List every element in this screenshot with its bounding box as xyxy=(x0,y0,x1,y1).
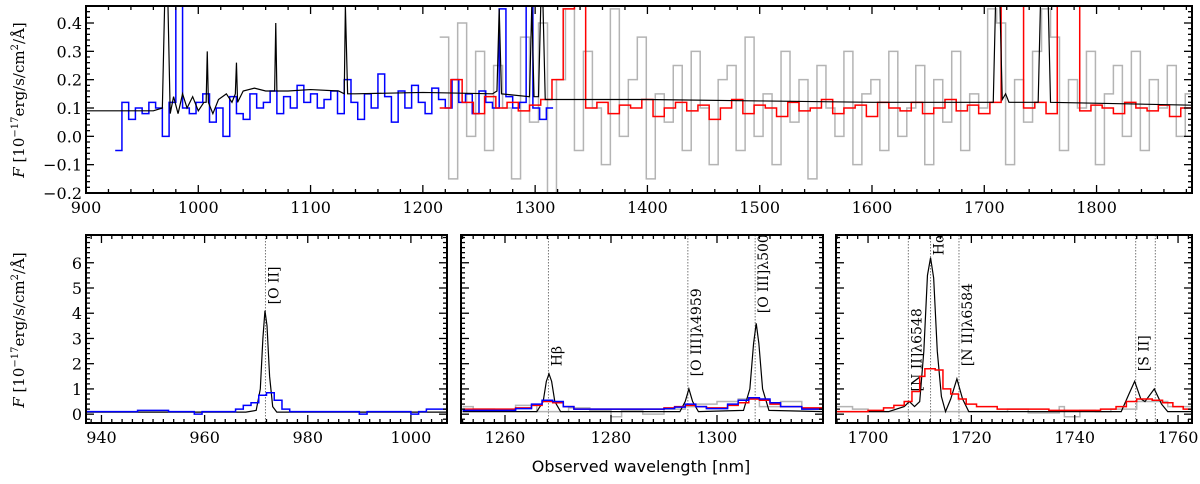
y-tick-label: 2 xyxy=(72,355,82,374)
spectrum-series-model xyxy=(86,6,1192,116)
emission-line-label: Hβ xyxy=(549,346,565,366)
emission-line-label: Hα xyxy=(932,233,948,255)
x-tick-label: 1720 xyxy=(951,428,992,447)
x-tick-label: 1300 xyxy=(697,428,738,447)
y-tick-label: −0.1 xyxy=(43,156,82,175)
ylabel-pre: [10 xyxy=(10,368,28,398)
spectrum-series-red xyxy=(439,6,1192,121)
y-tick-label: 5 xyxy=(72,279,82,298)
emission-line-label: [N II]λ6548 xyxy=(909,308,925,391)
spectrum-series-blue xyxy=(462,397,823,412)
y-tick-label: −0.2 xyxy=(43,184,82,203)
y-tick-label: 0.4 xyxy=(57,14,82,33)
bottom-ylabel: F [10−17erg/s/cm2/Å] xyxy=(10,252,28,408)
x-tick-label: 960 xyxy=(189,428,220,447)
x-tick-label: 1260 xyxy=(485,428,526,447)
ylabel-exp1: −17 xyxy=(10,346,21,367)
x-tick-label: 1700 xyxy=(848,428,889,447)
plot-area: [O II] xyxy=(86,235,447,423)
x-tick-label: 1200 xyxy=(402,198,443,217)
spectrum-series-gray xyxy=(439,8,1192,193)
ylabel-mid: erg/s/cm xyxy=(10,280,28,346)
svg-text:F [10−17erg/s/cm2/Å]: F [10−17erg/s/cm2/Å] xyxy=(10,22,28,178)
x-tick-label: 1300 xyxy=(515,198,556,217)
x-tick-label: 1760 xyxy=(1158,428,1199,447)
y-tick-label: 0.0 xyxy=(57,127,82,146)
svg-text:F [10−17erg/s/cm2/Å]: F [10−17erg/s/cm2/Å] xyxy=(10,252,28,408)
plot-area: [N II]λ6548 Hα [N II]λ6584 [S II] xyxy=(837,233,1192,423)
y-tick-label: 0.3 xyxy=(57,42,82,61)
ylabel-post: /Å] xyxy=(10,252,28,274)
x-tick-label: 940 xyxy=(86,428,117,447)
panel-bottom-middle: Hβ [O III]λ4959 [O III]λ5007 1260 1280 1300 xyxy=(460,225,824,447)
x-tick-label: 1700 xyxy=(964,198,1005,217)
x-tick-label: 1000 xyxy=(391,428,432,447)
y-tick-label: 0.1 xyxy=(57,99,82,118)
y-tick-label: 6 xyxy=(72,254,82,273)
ylabel-exp2: 2 xyxy=(10,44,21,50)
ylabel-post: /Å] xyxy=(10,22,28,44)
ylabel-exp1: −17 xyxy=(10,116,21,137)
emission-line-label: [O III]λ5007 xyxy=(756,225,772,313)
spectrum-series-blue xyxy=(86,391,447,415)
x-tick-label: 1400 xyxy=(627,198,668,217)
panel-top: 900 1000 1100 1200 1300 1400 1500 1600 1700 1800 −… xyxy=(43,5,1193,217)
panel-bottom-right: [N II]λ6548 Hα [N II]λ6584 [S II] 1700 1720 17… xyxy=(835,233,1199,447)
emission-line-label: [S II] xyxy=(1137,335,1153,371)
x-tick-label: 1280 xyxy=(591,428,632,447)
emission-line-label: [O III]λ4959 xyxy=(689,288,705,376)
spectrum-series-red xyxy=(462,398,823,410)
top-ylabel: F [10−17erg/s/cm2/Å] xyxy=(10,22,28,178)
ylabel-mid: erg/s/cm xyxy=(10,50,28,116)
spectrum-series-model xyxy=(86,310,447,413)
x-tick-label: 900 xyxy=(71,198,102,217)
y-tick-label: 1 xyxy=(72,380,82,399)
spectrum-series-model xyxy=(462,323,823,413)
ylabel-f: F xyxy=(10,167,28,179)
x-tick-label: 1500 xyxy=(739,198,780,217)
y-tick-label: 3 xyxy=(72,329,82,348)
spectrum-series-red xyxy=(837,367,1192,413)
spectrum-series-blue xyxy=(115,6,554,152)
x-tick-label: 1100 xyxy=(290,198,331,217)
emission-line-label: [O II] xyxy=(266,266,282,304)
panel-bottom-left: [O II] 940 960 980 1000 0 1 2 3 4 5 6 xyxy=(72,234,448,447)
ylabel-exp2: 2 xyxy=(10,274,21,280)
plot-area: Hβ [O III]λ4959 [O III]λ5007 xyxy=(462,225,823,423)
y-tick-label: 0.2 xyxy=(57,71,82,90)
spectrum-series-model xyxy=(837,257,1192,414)
x-axis-label: Observed wavelength [nm] xyxy=(532,457,751,476)
x-tick-label: 1000 xyxy=(178,198,219,217)
x-tick-label: 1740 xyxy=(1054,428,1095,447)
emission-line-label: [N II]λ6584 xyxy=(960,283,976,366)
ylabel-f: F xyxy=(10,397,28,409)
x-tick-label: 980 xyxy=(292,428,323,447)
x-tick-label: 1800 xyxy=(1076,198,1117,217)
plot-area xyxy=(86,6,1192,193)
x-tick-label: 1600 xyxy=(852,198,893,217)
axes-frame xyxy=(85,5,1193,194)
ylabel-pre: [10 xyxy=(10,138,28,168)
y-tick-label: 0 xyxy=(72,405,82,424)
axes-frame xyxy=(835,234,1193,424)
y-tick-label: 4 xyxy=(72,304,82,323)
